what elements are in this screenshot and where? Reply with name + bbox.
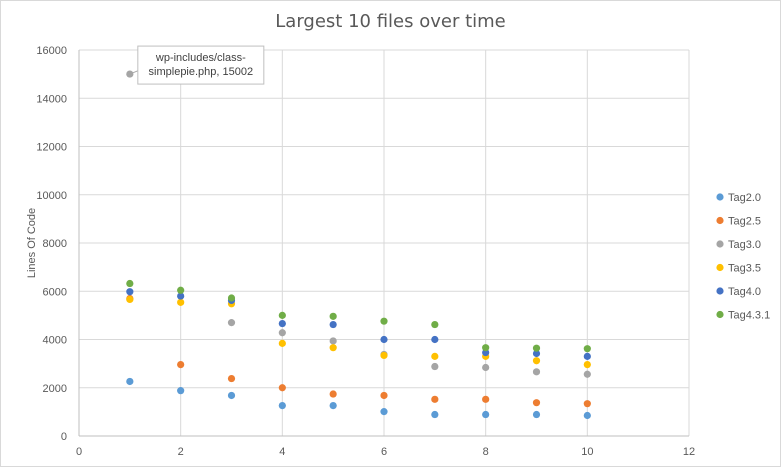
data-point (177, 298, 185, 306)
data-point (380, 408, 388, 416)
x-tick-label: 4 (279, 446, 285, 458)
y-tick-label: 10000 (36, 190, 67, 202)
y-axis-title: Lines Of Code (26, 208, 38, 278)
data-point (583, 352, 591, 360)
data-point (278, 319, 286, 328)
chart-title: Largest 10 files over time (275, 11, 506, 32)
data-point (482, 344, 490, 352)
data-point (227, 319, 236, 327)
data-point (126, 377, 134, 386)
data-point (532, 344, 541, 352)
data-point (431, 352, 439, 360)
legend-marker (716, 310, 724, 319)
data-point (482, 410, 490, 419)
legend-label: Tag4.0 (728, 286, 761, 298)
legend-marker (716, 287, 724, 295)
y-tick-label: 14000 (36, 93, 67, 105)
data-point (431, 335, 439, 344)
y-tick-label: 4000 (43, 335, 67, 347)
data-point (583, 411, 591, 420)
data-point (532, 368, 541, 376)
legend-label: Tag3.0 (728, 239, 761, 251)
data-point (329, 312, 337, 320)
x-tick-label: 10 (581, 446, 593, 458)
data-point (227, 391, 236, 400)
data-point (329, 320, 337, 329)
x-tick-label: 0 (76, 446, 82, 458)
data-point (532, 399, 541, 407)
data-point (532, 349, 541, 358)
data-point (177, 360, 185, 369)
x-tick-label: 8 (483, 446, 489, 458)
data-point (126, 70, 134, 78)
data-point (278, 329, 286, 337)
data-point (329, 344, 337, 352)
data-point (126, 295, 134, 304)
data-point (126, 279, 134, 288)
x-tick-label: 2 (178, 446, 184, 458)
callout-box (137, 45, 265, 85)
x-tick-label: 12 (683, 446, 695, 458)
data-point (532, 357, 541, 365)
data-point (227, 294, 236, 302)
legend-label: Tag3.5 (728, 263, 761, 275)
data-point (431, 320, 439, 329)
data-point (177, 292, 185, 300)
data-point (583, 360, 591, 369)
data-point (126, 288, 134, 296)
data-point (278, 384, 286, 392)
data-point (431, 362, 439, 371)
y-tick-label: 2000 (43, 383, 67, 395)
legend-label: Tag2.5 (728, 216, 761, 228)
data-point (583, 400, 591, 408)
data-point (482, 395, 490, 403)
data-point (431, 410, 439, 419)
data-point (329, 390, 337, 398)
y-tick-label: 16000 (36, 45, 67, 57)
data-point (583, 345, 591, 353)
data-point (431, 395, 439, 403)
data-point (532, 410, 541, 419)
data-point (482, 363, 490, 372)
y-tick-label: 12000 (36, 142, 67, 154)
data-point (278, 339, 286, 347)
data-point (278, 311, 286, 319)
callout-text-line: simplepie.php, 15002 (149, 66, 254, 78)
x-tick-label: 6 (381, 446, 387, 458)
data-point (380, 317, 388, 325)
y-tick-label: 8000 (43, 238, 67, 250)
data-point (177, 286, 185, 294)
legend-label: Tag2.0 (728, 192, 761, 204)
data-point (177, 387, 185, 395)
data-point (227, 374, 236, 383)
y-tick-label: 0 (61, 431, 67, 443)
legend-marker (716, 216, 724, 225)
data-point (380, 351, 388, 360)
legend-label: Tag4.3.1 (728, 310, 770, 322)
legend-marker (716, 240, 724, 248)
data-point (380, 335, 388, 344)
y-tick-label: 6000 (43, 286, 67, 298)
data-point (278, 402, 286, 410)
data-point (380, 391, 388, 400)
callout-text-line: wp-includes/class- (155, 52, 246, 64)
data-point (329, 337, 337, 345)
data-point (583, 370, 591, 378)
legend-marker (716, 193, 724, 201)
data-point (329, 402, 337, 410)
legend-marker (716, 263, 724, 272)
